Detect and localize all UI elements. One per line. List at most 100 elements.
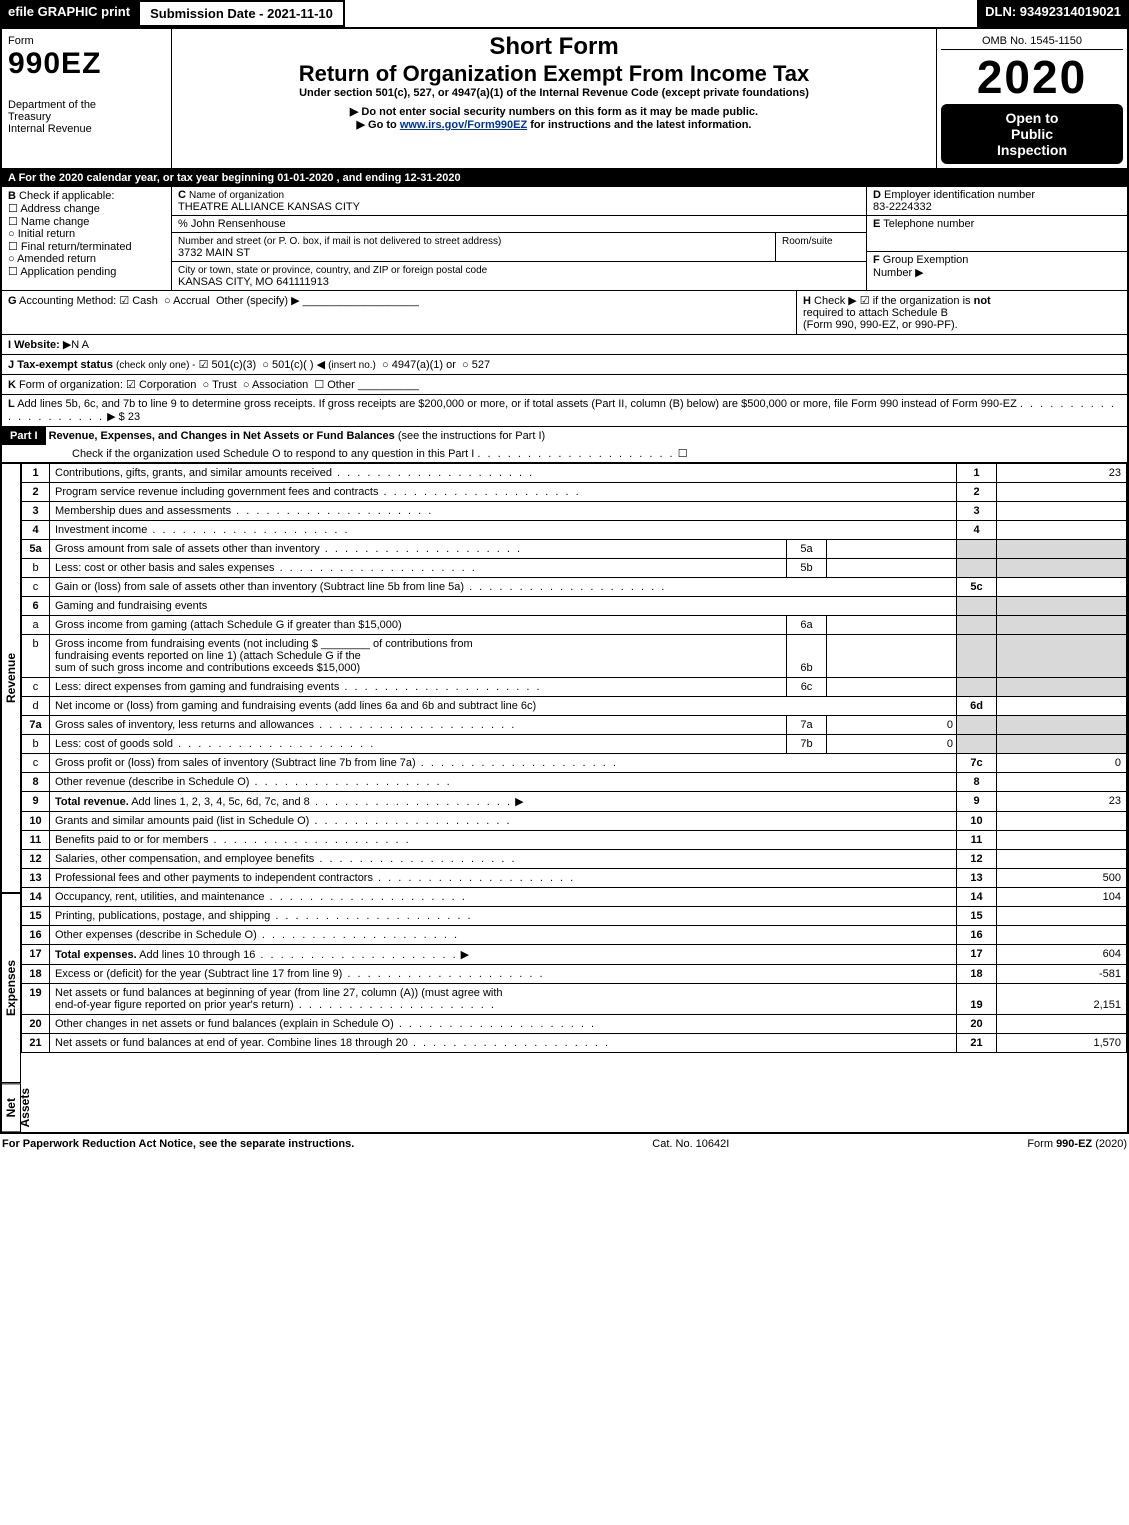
form-title-block: Short Form Return of Organization Exempt… bbox=[172, 29, 937, 168]
section-j: J Tax-exempt status (check only one) - 5… bbox=[2, 355, 1127, 375]
line-8: 8Other revenue (describe in Schedule O)8 bbox=[22, 773, 1127, 792]
chk-527[interactable] bbox=[462, 359, 472, 371]
line-7b: bLess: cost of goods sold7b0 bbox=[22, 735, 1127, 754]
revenue-label: Revenue bbox=[2, 463, 21, 893]
line-13: 13Professional fees and other payments t… bbox=[22, 869, 1127, 888]
chk-association[interactable] bbox=[243, 379, 252, 391]
chk-accrual[interactable] bbox=[164, 295, 173, 307]
chk-other-org[interactable] bbox=[314, 379, 327, 391]
line-7a: 7aGross sales of inventory, less returns… bbox=[22, 716, 1127, 735]
dln-label: DLN: 93492314019021 bbox=[977, 0, 1129, 27]
line-21: 21Net assets or fund balances at end of … bbox=[22, 1034, 1127, 1053]
b-label: Check if applicable: bbox=[19, 190, 114, 202]
chk-initial-return[interactable] bbox=[8, 228, 18, 240]
e-label: Telephone number bbox=[883, 218, 974, 230]
line-10: 10Grants and similar amounts paid (list … bbox=[22, 812, 1127, 831]
line-6: 6Gaming and fundraising events bbox=[22, 597, 1127, 616]
line-4: 4Investment income4 bbox=[22, 521, 1127, 540]
chk-address-change[interactable] bbox=[8, 203, 20, 215]
open-to-public-box: Open to Public Inspection bbox=[941, 104, 1123, 164]
efile-print-button[interactable]: efile GRAPHIC print bbox=[0, 0, 138, 27]
line-20: 20Other changes in net assets or fund ba… bbox=[22, 1015, 1127, 1034]
chk-schedule-b[interactable] bbox=[860, 295, 873, 307]
chk-final-return[interactable] bbox=[8, 241, 21, 253]
h-text4: (Form 990, 990-EZ, or 990-PF). bbox=[803, 319, 958, 331]
dept-line-1: Department of the bbox=[8, 99, 165, 111]
j-opt1: 501(c)(3) bbox=[212, 359, 257, 371]
c-label: Name of organization bbox=[189, 190, 284, 201]
line-14: 14Occupancy, rent, utilities, and mainte… bbox=[22, 888, 1127, 907]
footer-left: For Paperwork Reduction Act Notice, see … bbox=[2, 1138, 354, 1150]
j-opt4: 527 bbox=[472, 359, 490, 371]
line-7c: cGross profit or (loss) from sales of in… bbox=[22, 754, 1127, 773]
page-footer: For Paperwork Reduction Act Notice, see … bbox=[0, 1134, 1129, 1154]
h-text3: required to attach Schedule B bbox=[803, 307, 948, 319]
dept-line-2: Treasury bbox=[8, 111, 165, 123]
section-k: K Form of organization: Corporation Trus… bbox=[2, 375, 1127, 395]
h-text1: Check ▶ bbox=[814, 295, 857, 307]
part1-check-line: Check if the organization used Schedule … bbox=[72, 448, 474, 460]
chk-501c[interactable] bbox=[262, 359, 272, 371]
line-6a: aGross income from gaming (attach Schedu… bbox=[22, 616, 1127, 635]
side-labels: Revenue Expenses Net Assets bbox=[2, 463, 21, 1132]
line-17: 17Total expenses. Add lines 10 through 1… bbox=[22, 945, 1127, 965]
f-label2: Number bbox=[873, 267, 912, 279]
footer-mid: Cat. No. 10642I bbox=[652, 1138, 729, 1150]
line-9: 9Total revenue. Add lines 1, 2, 3, 4, 5c… bbox=[22, 792, 1127, 812]
b-opt-2: Initial return bbox=[18, 228, 75, 240]
chk-trust[interactable] bbox=[203, 379, 213, 391]
chk-name-change[interactable] bbox=[8, 216, 21, 228]
subtitle: Under section 501(c), 527, or 4947(a)(1)… bbox=[180, 87, 928, 99]
part1-check-box[interactable]: ☐ bbox=[678, 448, 688, 460]
k-o3: Association bbox=[252, 379, 308, 391]
city-value: KANSAS CITY, MO 641111913 bbox=[178, 276, 329, 288]
goto-post: for instructions and the latest informat… bbox=[530, 119, 751, 131]
section-c: C Name of organization THEATRE ALLIANCE … bbox=[172, 187, 867, 290]
f-label: Group Exemption bbox=[883, 254, 969, 266]
form-container: Form 990EZ Department of the Treasury In… bbox=[0, 27, 1129, 1134]
h-not: not bbox=[974, 295, 991, 307]
chk-amended-return[interactable] bbox=[8, 253, 17, 265]
section-h: H Check ▶ if the organization is not req… bbox=[797, 291, 1127, 334]
section-d-e-f: D Employer identification number 83-2224… bbox=[867, 187, 1127, 290]
ssn-warning: Do not enter social security numbers on … bbox=[180, 105, 928, 118]
goto-pre: Go to bbox=[368, 119, 400, 131]
org-name: THEATRE ALLIANCE KANSAS CITY bbox=[178, 201, 360, 213]
b-opt-0: Address change bbox=[20, 203, 100, 215]
line-3: 3Membership dues and assessments3 bbox=[22, 502, 1127, 521]
b-opt-4: Amended return bbox=[17, 253, 96, 265]
room-label: Room/suite bbox=[782, 236, 833, 247]
h-text2: if the organization is bbox=[873, 295, 974, 307]
ein-value: 83-2224332 bbox=[873, 201, 932, 213]
line-6d: dNet income or (loss) from gaming and fu… bbox=[22, 697, 1127, 716]
part1-header: Part I Revenue, Expenses, and Changes in… bbox=[2, 427, 1127, 463]
g-label: Accounting Method: bbox=[19, 295, 116, 307]
section-i: I Website: ▶N A bbox=[2, 335, 1127, 355]
irs-link[interactable]: www.irs.gov/Form990EZ bbox=[400, 119, 527, 131]
section-b: B Check if applicable: Address change Na… bbox=[2, 187, 172, 290]
lines-table: 1Contributions, gifts, grants, and simil… bbox=[21, 463, 1127, 1053]
omb-number: OMB No. 1545-1150 bbox=[941, 33, 1123, 50]
chk-4947a1[interactable] bbox=[382, 359, 392, 371]
k-o1: Corporation bbox=[139, 379, 196, 391]
line-18: 18Excess or (deficit) for the year (Subt… bbox=[22, 965, 1127, 984]
line-15: 15Printing, publications, postage, and s… bbox=[22, 907, 1127, 926]
street-value: 3732 MAIN ST bbox=[178, 247, 250, 259]
j-note: (check only one) - bbox=[116, 360, 195, 371]
line-6c: cLess: direct expenses from gaming and f… bbox=[22, 678, 1127, 697]
chk-501c3[interactable] bbox=[199, 359, 212, 371]
goto-line: Go to www.irs.gov/Form990EZ for instruct… bbox=[180, 118, 928, 131]
i-label: Website: bbox=[14, 339, 60, 351]
chk-application-pending[interactable] bbox=[8, 266, 20, 278]
chk-corporation[interactable] bbox=[126, 379, 139, 391]
line-5c: cGain or (loss) from sale of assets othe… bbox=[22, 578, 1127, 597]
chk-cash[interactable] bbox=[119, 295, 132, 307]
k-o4: Other bbox=[327, 379, 355, 391]
form-id-block: Form 990EZ Department of the Treasury In… bbox=[2, 29, 172, 168]
line-5a: 5aGross amount from sale of assets other… bbox=[22, 540, 1127, 559]
form-right-block: OMB No. 1545-1150 2020 Open to Public In… bbox=[937, 29, 1127, 168]
section-g: G Accounting Method: Cash Accrual Other … bbox=[2, 291, 797, 334]
topbar-spacer bbox=[345, 0, 977, 27]
k-label: Form of organization: bbox=[19, 379, 123, 391]
line-1: 1Contributions, gifts, grants, and simil… bbox=[22, 464, 1127, 483]
